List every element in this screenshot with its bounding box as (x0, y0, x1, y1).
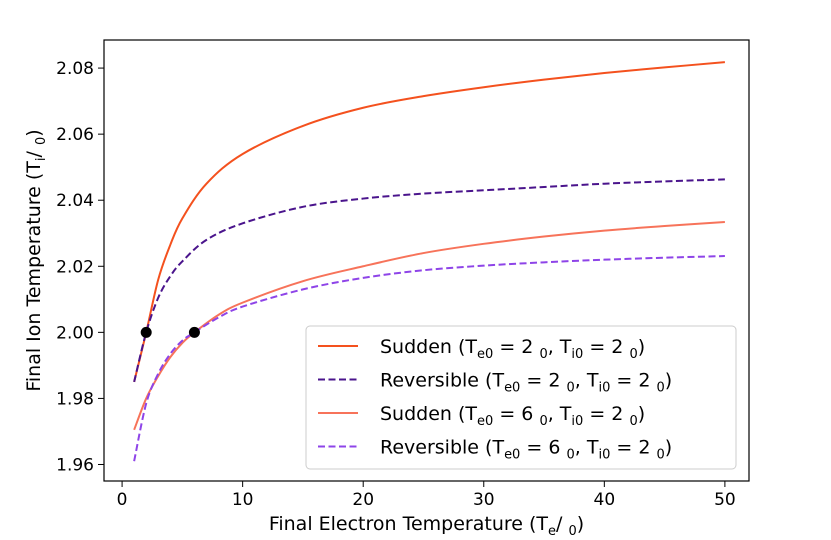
y-axis: 1.96 1.98 2.00 2.02 2.04 2.06 2.08 (56, 59, 104, 475)
y-tick-label: 2.06 (56, 125, 94, 145)
legend-label: Reversible (Te0 = 6 0, Ti0 = 2 0) (380, 437, 672, 463)
legend-label: Reversible (Te0 = 2 0, Ti0 = 2 0) (380, 370, 672, 396)
series-layer (133, 61, 725, 462)
x-axis: 0 10 20 30 40 50 (117, 481, 736, 510)
legend-entry-3: Sudden (Te0 = 6 0, Ti0 = 2 0) (318, 403, 645, 429)
y-tick-label: 1.98 (56, 389, 94, 409)
y-tick-label: 2.00 (56, 323, 94, 343)
x-tick-label: 0 (117, 490, 128, 510)
marker-layer (140, 326, 200, 338)
x-tick-label: 50 (714, 490, 736, 510)
series-line-2 (133, 178, 725, 383)
legend-entry-4: Reversible (Te0 = 6 0, Ti0 = 2 0) (318, 437, 672, 463)
legend-box (305, 325, 737, 470)
x-axis-label: Final Electron Temperature (Te/ 0) (269, 513, 584, 539)
series-line-1 (133, 61, 725, 383)
marker-point-2 (188, 326, 200, 338)
marker-point-1 (140, 326, 152, 338)
legend-label: Sudden (Te0 = 2 0, Ti0 = 2 0) (380, 336, 645, 362)
y-tick-label: 2.08 (56, 59, 94, 79)
x-tick-label: 30 (473, 490, 495, 510)
y-tick-label: 2.02 (56, 257, 94, 277)
x-tick-label: 20 (352, 490, 374, 510)
x-tick-label: 40 (594, 490, 616, 510)
y-tick-label: 2.04 (56, 191, 94, 211)
series-line-3 (133, 221, 725, 431)
legend-label: Sudden (Te0 = 6 0, Ti0 = 2 0) (380, 403, 645, 429)
legend-entry-1: Sudden (Te0 = 2 0, Ti0 = 2 0) (318, 336, 645, 362)
legend-entry-2: Reversible (Te0 = 2 0, Ti0 = 2 0) (318, 370, 672, 396)
y-tick-label: 1.96 (56, 455, 94, 475)
y-axis-label: Final Ion Temperature (Ti/ 0) (23, 129, 49, 391)
x-tick-label: 10 (232, 490, 254, 510)
legend: Sudden (Te0 = 2 0, Ti0 = 2 0) Reversible … (305, 325, 737, 470)
plot-frame (103, 39, 750, 482)
series-line-4 (133, 255, 725, 462)
